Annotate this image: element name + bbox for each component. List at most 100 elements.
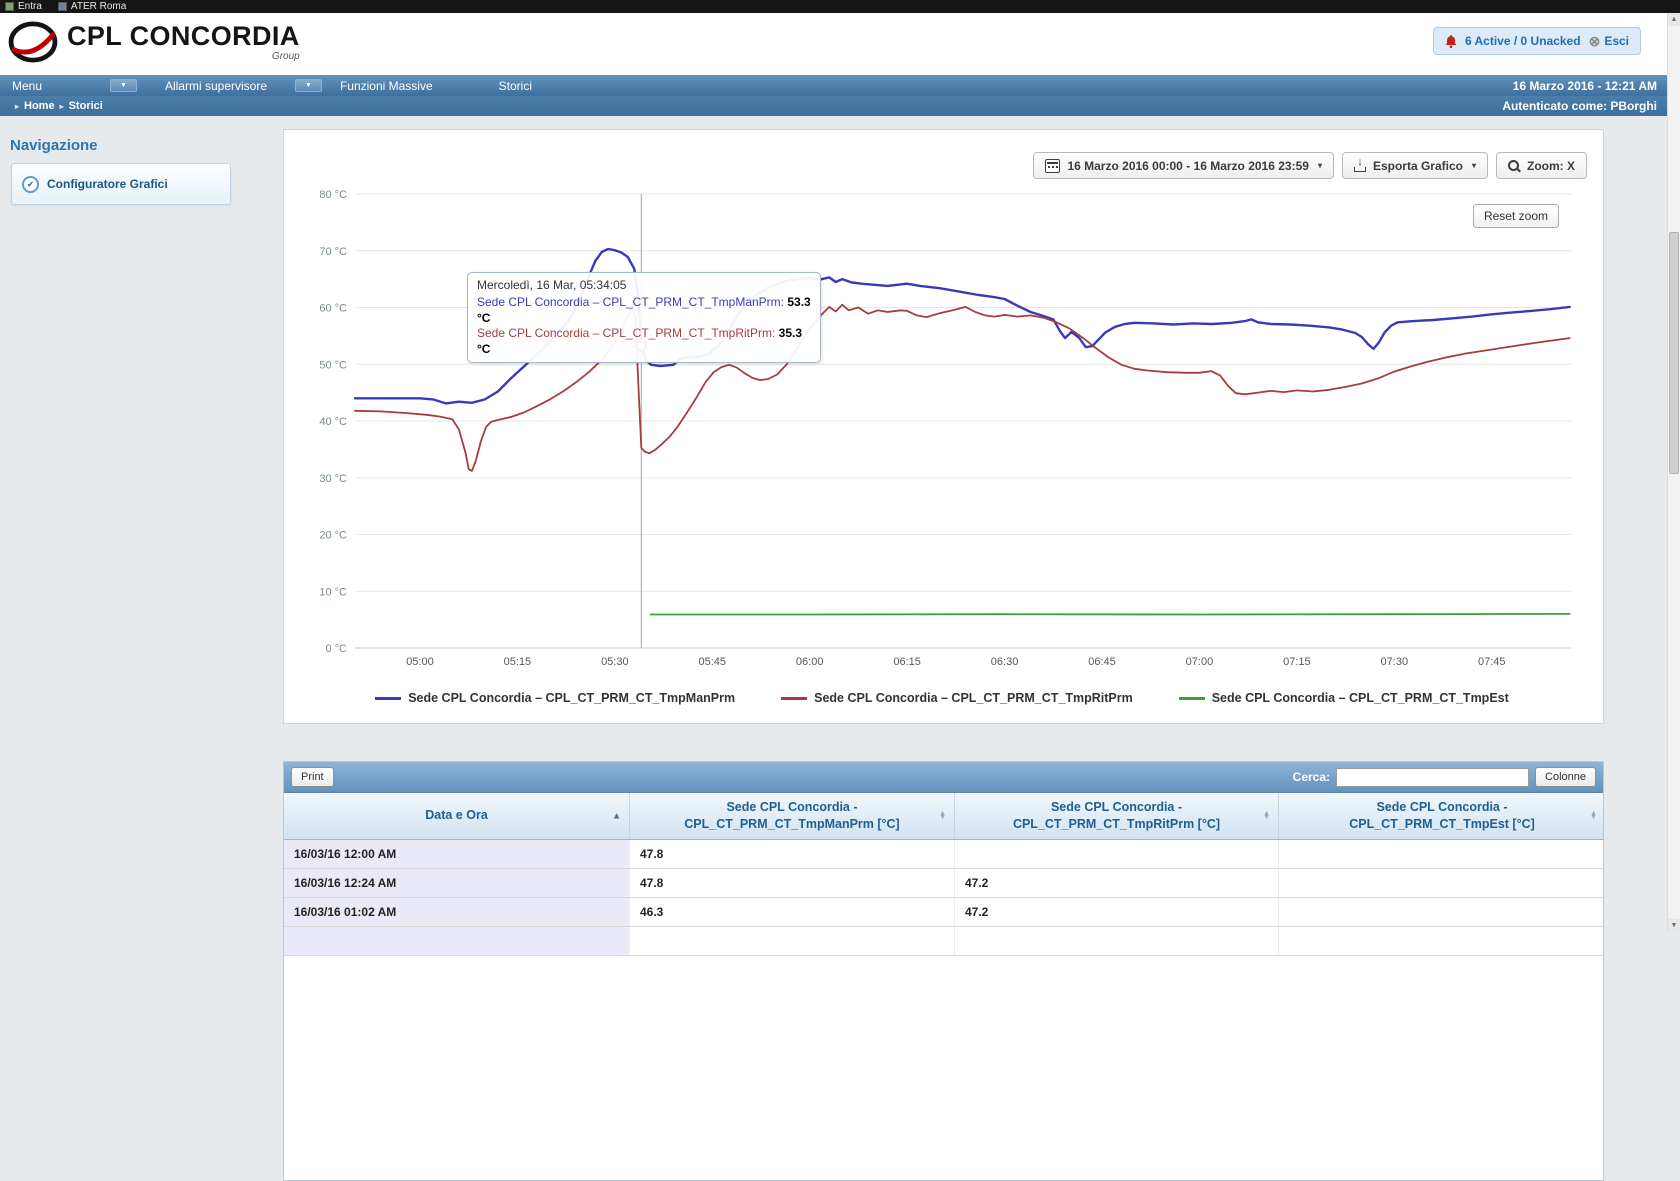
brand: CPL CONCORDIA Group	[8, 21, 300, 63]
date-range-button[interactable]: 16 Marzo 2016 00:00 - 16 Marzo 2016 23:5…	[1033, 152, 1334, 179]
x-tick-label: 06:15	[893, 656, 921, 668]
scrollbar-up-arrow-icon[interactable]	[1668, 13, 1680, 26]
cell-datetime: 16/03/16 12:00 AM	[284, 839, 630, 868]
history-table-panel: Print Cerca: Colonne Data e Ora Sede CPL …	[283, 761, 1604, 1181]
y-tick-label: 70 °C	[319, 246, 347, 258]
y-tick-label: 20 °C	[319, 530, 347, 542]
x-tick-label: 06:45	[1088, 656, 1116, 668]
legend-item[interactable]: Sede CPL Concordia – CPL_CT_PRM_CT_TmpEs…	[1178, 691, 1509, 705]
scrollbar-down-arrow-icon[interactable]	[1668, 919, 1680, 932]
series-line-0	[353, 247, 1571, 405]
scrollbar-thumb[interactable]	[1669, 232, 1679, 474]
x-tick-label: 05:15	[504, 656, 532, 668]
sidebar-item-label: Configuratore Grafici	[47, 177, 168, 191]
bookmark-ater-roma[interactable]: ATER Roma	[57, 0, 126, 13]
nav-item-label: Storici	[498, 78, 532, 93]
y-tick-label: 10 °C	[319, 586, 347, 598]
table-row[interactable]	[284, 926, 1605, 956]
legend-swatch	[1178, 696, 1205, 700]
breadcrumb-bar: Home Storici Autenticato come: PBorghi	[0, 96, 1667, 116]
chart-legend: Sede CPL Concordia – CPL_CT_PRM_CT_TmpMa…	[292, 691, 1592, 705]
cell-value: 46.3	[630, 897, 955, 926]
columns-button[interactable]: Colonne	[1535, 767, 1596, 787]
y-tick-label: 50 °C	[319, 359, 347, 371]
zoom-mode-button[interactable]: Zoom: X	[1496, 152, 1587, 179]
search-input[interactable]	[1336, 767, 1530, 787]
reset-zoom-label: Reset zoom	[1483, 209, 1548, 223]
auth-text: Autenticato come: PBorghi	[1502, 99, 1657, 113]
cell-datetime	[284, 926, 630, 955]
legend-item[interactable]: Sede CPL Concordia – CPL_CT_PRM_CT_TmpMa…	[375, 691, 735, 705]
alarm-status-box[interactable]: 6 Active / 0 Unacked Esci	[1432, 27, 1641, 55]
sort-both-icon	[1590, 812, 1597, 820]
x-tick-label: 07:30	[1381, 656, 1409, 668]
column-header-0[interactable]: Data e Ora	[284, 793, 630, 839]
y-tick-label: 0 °C	[325, 643, 347, 655]
chart-area[interactable]: 0 °C 10 °C 20 °C 30 °C 40 °C 50 °C 60 °C 70 °C 8…	[292, 188, 1592, 718]
print-button[interactable]: Print	[291, 767, 334, 787]
cell-value	[955, 839, 1279, 868]
table-row[interactable]: 16/03/16 12:24 AM 47.8 47.2	[284, 868, 1605, 898]
bookmark-favicon	[57, 2, 67, 11]
sidebar-title: Navigazione	[10, 137, 98, 154]
table-search: Cerca: Colonne	[1293, 767, 1596, 787]
legend-item[interactable]: Sede CPL Concordia – CPL_CT_PRM_CT_TmpRi…	[781, 691, 1133, 705]
cell-datetime: 16/03/16 01:02 AM	[284, 897, 630, 926]
sidebar: Navigazione Configuratore Grafici	[0, 116, 246, 932]
column-header-3[interactable]: Sede CPL Concordia - CPL_CT_PRM_CT_TmpEs…	[1279, 793, 1605, 839]
nav-item-storici[interactable]: Storici	[497, 79, 534, 93]
zoom-label: Zoom: X	[1527, 158, 1575, 173]
line-chart[interactable]: 0 °C 10 °C 20 °C 30 °C 40 °C 50 °C 60 °C 70 °C 8…	[292, 188, 1592, 672]
breadcrumb-arrow-icon	[15, 102, 19, 111]
navbar-datetime: 16 Marzo 2016 - 12:21 AM	[1512, 78, 1657, 93]
cell-value: 47.8	[630, 839, 955, 868]
main-navbar: Menu Allarmi supervisore Funzioni Massive S…	[0, 75, 1667, 96]
date-range-label: 16 Marzo 2016 00:00 - 16 Marzo 2016 23:5…	[1067, 158, 1309, 173]
chevron-down-icon[interactable]	[295, 79, 322, 92]
tooltip-title: Mercoledì, 16 Mar, 05:34:05	[477, 278, 627, 292]
export-label: Esporta Grafico	[1372, 158, 1463, 173]
breadcrumb-item-home[interactable]: Home	[24, 100, 55, 112]
nav-item-label: Allarmi supervisore	[164, 78, 267, 93]
chart-toolbar: 16 Marzo 2016 00:00 - 16 Marzo 2016 23:5…	[1033, 152, 1587, 179]
logout-label: Esci	[1604, 34, 1629, 48]
brand-subtitle: Group	[271, 50, 300, 62]
series-line-1	[354, 303, 1571, 472]
breadcrumb: Home Storici	[10, 100, 103, 112]
legend-label: Sede CPL Concordia – CPL_CT_PRM_CT_TmpEs…	[1211, 691, 1509, 705]
cell-value: 47.8	[630, 868, 955, 897]
nav-item-funzioni-massive[interactable]: Funzioni Massive	[338, 79, 435, 93]
column-header-label: Data e Ora	[425, 808, 488, 823]
column-header-label: Sede CPL Concordia - CPL_CT_PRM_CT_TmpRi…	[1012, 800, 1221, 831]
legend-label: Sede CPL Concordia – CPL_CT_PRM_CT_TmpMa…	[408, 691, 736, 705]
cell-value	[1279, 927, 1605, 955]
chevron-down-icon[interactable]	[110, 79, 137, 92]
sidebar-item-configuratore-grafici[interactable]: Configuratore Grafici	[11, 163, 231, 205]
bookmark-entra[interactable]: Entra	[5, 0, 42, 13]
y-tick-label: 80 °C	[319, 189, 347, 201]
nav-item-allarmi-supervisore[interactable]: Allarmi supervisore	[163, 79, 322, 93]
breadcrumb-item-storici[interactable]: Storici	[68, 100, 103, 112]
chart-tooltip: Mercoledì, 16 Mar, 05:34:05 Sede CPL Con…	[467, 272, 821, 364]
reset-zoom-button[interactable]: Reset zoom	[1472, 204, 1559, 228]
table-row[interactable]: 16/03/16 12:00 AM 47.8	[284, 839, 1603, 869]
table-row[interactable]: 16/03/16 01:02 AM 46.3 47.2	[284, 897, 1603, 927]
cpl-logo-icon	[8, 21, 58, 63]
nav-item-label: Funzioni Massive	[339, 78, 433, 93]
logout-button[interactable]: Esci	[1589, 34, 1629, 48]
tooltip-series-row: Sede CPL Concordia – CPL_CT_PRM_CT_TmpMa…	[477, 295, 811, 325]
x-tick-label: 05:45	[698, 656, 726, 668]
x-tick-label: 05:30	[601, 656, 629, 668]
cell-value	[1279, 869, 1605, 897]
table-header-row: Data e Ora Sede CPL Concordia - CPL_CT_PR…	[284, 793, 1603, 840]
print-label: Print	[301, 771, 324, 783]
export-chart-button[interactable]: Esporta Grafico	[1341, 152, 1488, 179]
column-header-1[interactable]: Sede CPL Concordia - CPL_CT_PRM_CT_TmpMa…	[630, 793, 955, 839]
page-scrollbar[interactable]	[1667, 13, 1680, 932]
chart-panel: 16 Marzo 2016 00:00 - 16 Marzo 2016 23:5…	[283, 129, 1604, 724]
nav-item-menu[interactable]: Menu	[10, 79, 137, 93]
column-header-2[interactable]: Sede CPL Concordia - CPL_CT_PRM_CT_TmpRi…	[955, 793, 1279, 839]
check-badge-icon	[22, 175, 39, 193]
download-icon	[1353, 159, 1366, 172]
series-line-2	[649, 612, 1571, 616]
